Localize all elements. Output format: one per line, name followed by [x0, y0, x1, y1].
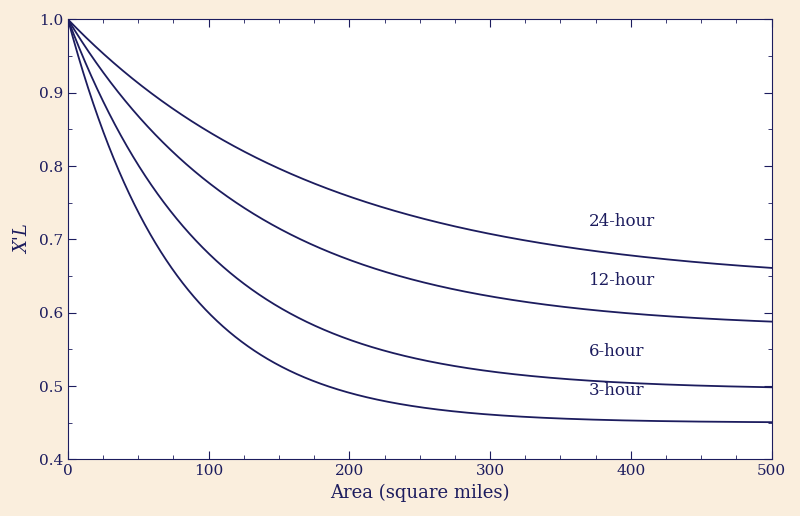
Text: 3-hour: 3-hour: [589, 382, 644, 399]
Text: 24-hour: 24-hour: [589, 213, 655, 230]
X-axis label: Area (square miles): Area (square miles): [330, 484, 510, 502]
Y-axis label: X'L: X'L: [14, 224, 32, 254]
Text: 6-hour: 6-hour: [589, 343, 644, 360]
Text: 12-hour: 12-hour: [589, 272, 655, 289]
